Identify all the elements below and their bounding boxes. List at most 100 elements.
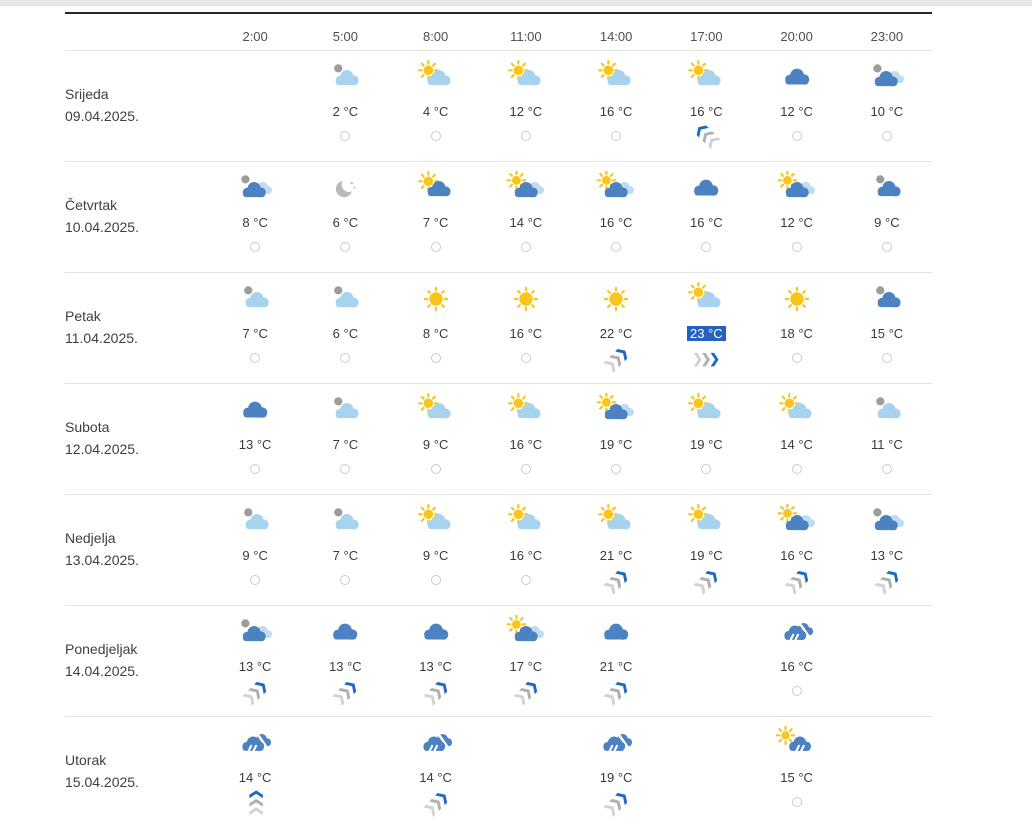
temperature[interactable]: 16 °C: [509, 437, 543, 452]
temperature[interactable]: 18 °C: [780, 326, 813, 341]
temperature[interactable]: 14 °C: [419, 770, 452, 785]
forecast-cell[interactable]: 16 °C: [752, 606, 842, 716]
forecast-cell[interactable]: 16 °C: [481, 273, 571, 383]
temperature[interactable]: 16 °C: [780, 659, 813, 674]
forecast-cell[interactable]: 23 °C ❯❯❯: [661, 273, 751, 383]
forecast-cell[interactable]: 21 °C ❯❯❯: [571, 606, 661, 716]
forecast-cell[interactable]: 15 °C: [842, 273, 932, 383]
temperature[interactable]: 13 °C: [329, 659, 362, 674]
forecast-cell[interactable]: 14 °C ❯❯❯: [210, 717, 300, 824]
temperature[interactable]: 19 °C: [690, 437, 723, 452]
temperature[interactable]: 14 °C: [780, 437, 813, 452]
forecast-cell[interactable]: 16 °C: [481, 384, 571, 494]
forecast-cell[interactable]: 16 °C ❯❯❯: [661, 51, 751, 161]
temperature[interactable]: 19 °C: [599, 437, 633, 452]
temperature[interactable]: 7 °C: [332, 437, 359, 452]
forecast-cell[interactable]: 14 °C: [752, 384, 842, 494]
temperature[interactable]: 16 °C: [690, 215, 723, 230]
temperature[interactable]: 16 °C: [509, 548, 543, 563]
forecast-cell[interactable]: 16 °C: [481, 495, 571, 605]
temperature[interactable]: 19 °C: [599, 770, 633, 785]
cloud-light-gray-icon: [232, 282, 278, 316]
forecast-cell[interactable]: 19 °C: [571, 384, 661, 494]
forecast-cell[interactable]: 10 °C: [842, 51, 932, 161]
forecast-cell[interactable]: 4 °C: [391, 51, 481, 161]
forecast-cell[interactable]: 18 °C: [752, 273, 842, 383]
forecast-cell[interactable]: 6 °C: [300, 162, 390, 272]
temperature[interactable]: 13 °C: [238, 659, 272, 674]
temperature[interactable]: 7 °C: [332, 548, 359, 563]
temperature[interactable]: 16 °C: [509, 326, 543, 341]
temperature[interactable]: 7 °C: [242, 326, 268, 341]
forecast-cell[interactable]: 14 °C: [481, 162, 571, 272]
forecast-cell[interactable]: 13 °C ❯❯❯: [210, 606, 300, 716]
temperature[interactable]: 6 °C: [332, 326, 359, 341]
forecast-cell[interactable]: 16 °C: [661, 162, 751, 272]
temperature[interactable]: 12 °C: [780, 215, 813, 230]
temperature[interactable]: 21 °C: [599, 548, 633, 563]
forecast-cell[interactable]: 19 °C ❯❯❯: [571, 717, 661, 824]
temperature[interactable]: 16 °C: [690, 104, 723, 119]
temperature[interactable]: 16 °C: [780, 548, 813, 563]
forecast-cell[interactable]: 17 °C ❯❯❯: [481, 606, 571, 716]
temperature[interactable]: 17 °C: [509, 659, 543, 674]
forecast-cell[interactable]: 13 °C ❯❯❯: [391, 606, 481, 716]
time-header-2-00: 2:00: [242, 29, 268, 44]
temperature[interactable]: 8 °C: [242, 215, 268, 230]
forecast-cell[interactable]: 6 °C: [300, 273, 390, 383]
forecast-cell[interactable]: 9 °C: [391, 495, 481, 605]
temperature[interactable]: 6 °C: [332, 215, 359, 230]
temperature[interactable]: 13 °C: [419, 659, 452, 674]
forecast-cell[interactable]: 13 °C: [210, 384, 300, 494]
forecast-cell[interactable]: 8 °C: [210, 162, 300, 272]
temperature[interactable]: 9 °C: [422, 437, 449, 452]
forecast-cell[interactable]: 12 °C: [752, 51, 842, 161]
temperature[interactable]: 9 °C: [422, 548, 449, 563]
forecast-cell[interactable]: 11 °C: [842, 384, 932, 494]
forecast-cell[interactable]: 13 °C ❯❯❯: [300, 606, 390, 716]
forecast-cell[interactable]: 7 °C: [210, 273, 300, 383]
temperature[interactable]: 15 °C: [870, 326, 904, 341]
forecast-cell[interactable]: 2 °C: [300, 51, 390, 161]
temperature[interactable]: 13 °C: [870, 548, 904, 563]
forecast-cell[interactable]: 7 °C: [391, 162, 481, 272]
forecast-cell[interactable]: 9 °C: [842, 162, 932, 272]
temperature[interactable]: 22 °C: [599, 326, 633, 341]
temperature[interactable]: 21 °C: [599, 659, 633, 674]
forecast-cell[interactable]: 8 °C: [391, 273, 481, 383]
temperature[interactable]: 11 °C: [871, 437, 903, 452]
temperature[interactable]: 16 °C: [599, 215, 633, 230]
temperature[interactable]: 12 °C: [780, 104, 813, 119]
temperature[interactable]: 13 °C: [238, 437, 272, 452]
temperature-selected[interactable]: 23 °C: [687, 326, 726, 341]
temperature[interactable]: 15 °C: [780, 770, 813, 785]
forecast-cell[interactable]: 22 °C ❯❯❯: [571, 273, 661, 383]
forecast-cell[interactable]: 9 °C: [391, 384, 481, 494]
temperature[interactable]: 10 °C: [870, 104, 904, 119]
temperature[interactable]: 8 °C: [422, 326, 449, 341]
forecast-cell[interactable]: 13 °C ❯❯❯: [842, 495, 932, 605]
temperature[interactable]: 4 °C: [422, 104, 449, 119]
forecast-cell[interactable]: 16 °C ❯❯❯: [752, 495, 842, 605]
temperature[interactable]: 16 °C: [599, 104, 633, 119]
forecast-cell[interactable]: 19 °C: [661, 384, 751, 494]
temperature[interactable]: 2 °C: [332, 104, 359, 119]
forecast-cell[interactable]: 9 °C: [210, 495, 300, 605]
forecast-cell[interactable]: 12 °C: [481, 51, 571, 161]
temperature[interactable]: 7 °C: [422, 215, 449, 230]
forecast-cell[interactable]: 7 °C: [300, 495, 390, 605]
forecast-cell[interactable]: 12 °C: [752, 162, 842, 272]
temperature[interactable]: 9 °C: [242, 548, 268, 563]
forecast-cell[interactable]: 15 °C: [752, 717, 842, 824]
forecast-cell[interactable]: 21 °C ❯❯❯: [571, 495, 661, 605]
forecast-cell[interactable]: 16 °C: [571, 162, 661, 272]
forecast-cell[interactable]: 14 °C ❯❯❯: [391, 717, 481, 824]
temperature[interactable]: 14 °C: [238, 770, 272, 785]
forecast-cell[interactable]: 19 °C ❯❯❯: [661, 495, 751, 605]
forecast-cell[interactable]: 16 °C: [571, 51, 661, 161]
temperature[interactable]: 12 °C: [509, 104, 543, 119]
temperature[interactable]: 9 °C: [874, 215, 900, 230]
temperature[interactable]: 19 °C: [690, 548, 723, 563]
temperature[interactable]: 14 °C: [509, 215, 543, 230]
forecast-cell[interactable]: 7 °C: [300, 384, 390, 494]
